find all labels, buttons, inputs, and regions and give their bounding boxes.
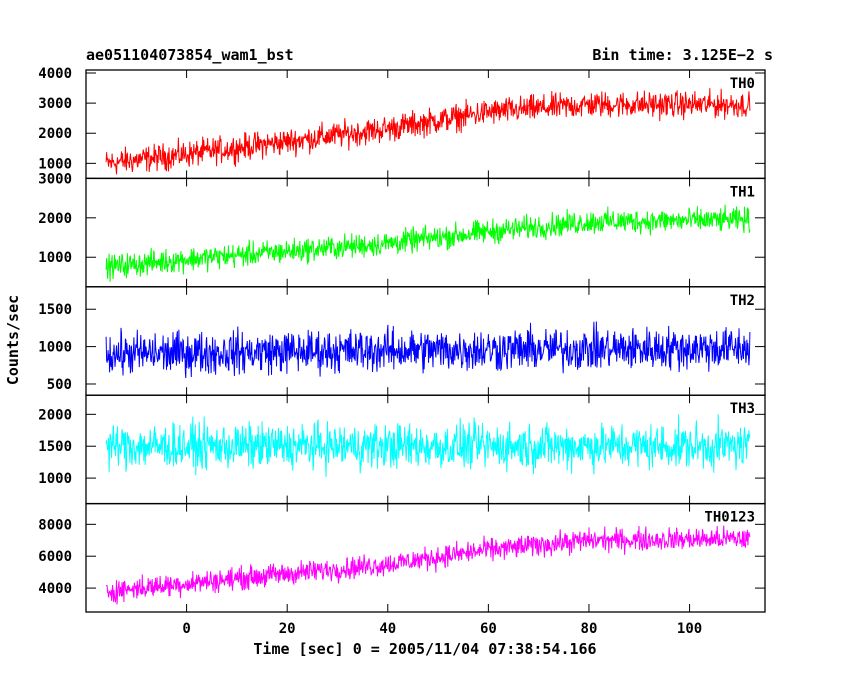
y-tick-label: 4000 xyxy=(38,581,72,597)
panels-group: 1000200030004000TH0100020003000TH1500100… xyxy=(38,66,766,637)
channel-label-th1: TH1 xyxy=(730,184,755,200)
y-tick-label: 4000 xyxy=(38,66,72,82)
panel-th1: 1000 2000 3000 TH1 xyxy=(38,171,766,288)
series-line-th0 xyxy=(105,88,751,175)
y-tick-label: 1500 xyxy=(38,302,72,318)
y-tick-label: 1000 xyxy=(38,340,72,356)
x-tick-label: 20 xyxy=(279,621,296,637)
panel-th0: 1000 2000 3000 4000 TH0 xyxy=(38,66,766,180)
x-tick-label: 40 xyxy=(379,621,396,637)
bin-time-label: Bin time: 3.125E−2 s xyxy=(592,46,773,64)
series-line-th1 xyxy=(105,204,751,282)
y-tick-label: 3000 xyxy=(38,171,72,187)
y-tick-label: 2000 xyxy=(38,211,72,227)
series-line-th3 xyxy=(105,414,751,477)
y-tick-label: 6000 xyxy=(38,549,72,565)
y-tick-label: 1000 xyxy=(38,471,72,487)
y-tick-label: 2000 xyxy=(38,126,72,142)
y-tick-label: 2000 xyxy=(38,407,72,423)
x-tick-label: 80 xyxy=(581,621,598,637)
x-axis-label: Time [sec] 0 = 2005/11/04 07:38:54.166 xyxy=(253,640,596,658)
channel-label-th0: TH0 xyxy=(730,76,755,92)
panel-frame xyxy=(85,502,766,613)
series-line-th0123 xyxy=(105,525,751,605)
y-tick-label: 1000 xyxy=(38,250,72,266)
x-tick-label: 0 xyxy=(182,621,190,637)
y-tick-label: 1000 xyxy=(38,156,72,172)
channel-label-th2: TH2 xyxy=(730,293,755,309)
y-tick-label: 3000 xyxy=(38,96,72,112)
channel-label-th3: TH3 xyxy=(730,401,755,417)
x-tick-label: 60 xyxy=(480,621,497,637)
x-tick-label: 100 xyxy=(677,621,702,637)
y-tick-label: 500 xyxy=(47,377,72,393)
panel-th0123: 4000 6000 8000 TH0123 xyxy=(38,502,766,613)
observation-id-label: ae051104073854_wam1_bst xyxy=(86,46,294,64)
series-line-th2 xyxy=(105,321,751,379)
channel-label-th0123: TH0123 xyxy=(704,510,755,526)
panel-th3: 1000 1500 2000 TH3 xyxy=(38,394,766,505)
y-tick-label: 8000 xyxy=(38,517,72,533)
y-axis-label: Counts/sec xyxy=(4,295,22,385)
panel-th2: 500 1000 1500 TH2 xyxy=(38,286,766,396)
y-tick-label: 1500 xyxy=(38,439,72,455)
